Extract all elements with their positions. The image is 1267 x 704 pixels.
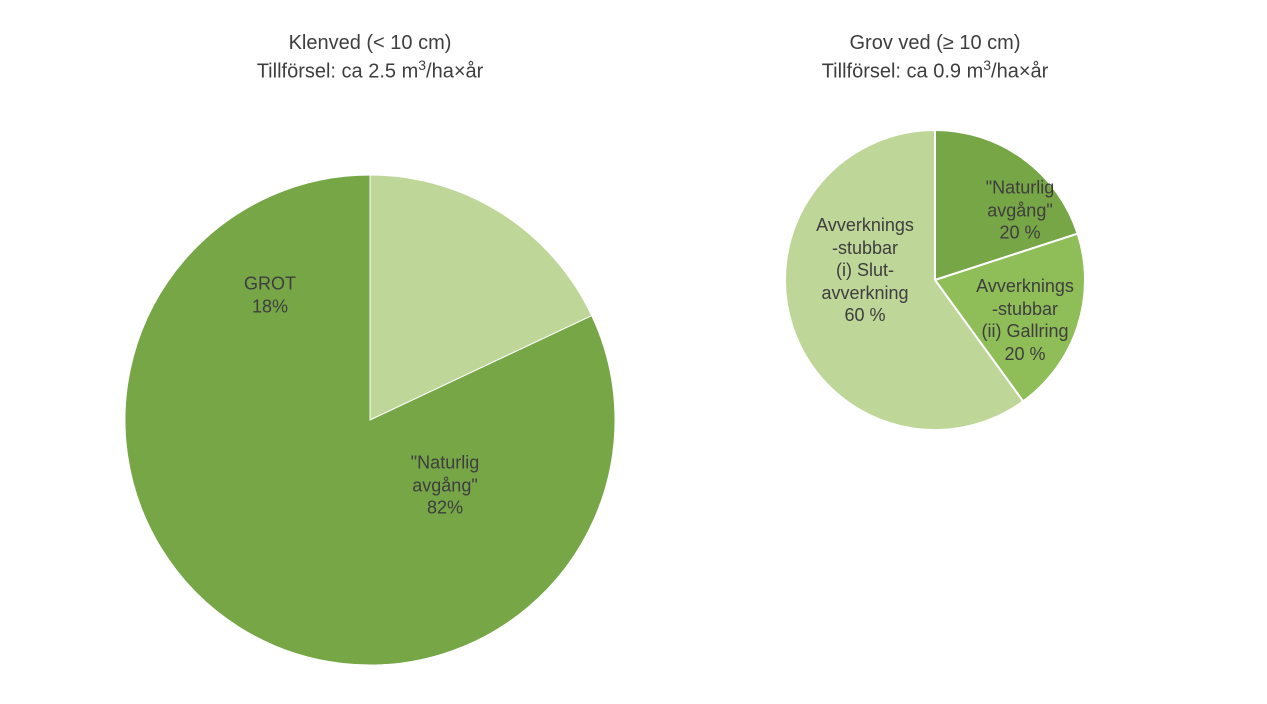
- chart-0-pie: [123, 173, 617, 667]
- chart-0-title-line1: Klenved (< 10 cm): [170, 30, 570, 56]
- chart-0-title: Klenved (< 10 cm)Tillförsel: ca 2.5 m3/h…: [170, 30, 570, 85]
- chart-0-title-line2: Tillförsel: ca 2.5 m3/ha×år: [170, 56, 570, 85]
- chart-1-pie: [783, 128, 1087, 432]
- chart-1-title: Grov ved (≥ 10 cm)Tillförsel: ca 0.9 m3/…: [735, 30, 1135, 85]
- chart-0-title-line2-post: /ha×år: [426, 61, 483, 83]
- chart-1-title-line2-post: /ha×år: [991, 61, 1048, 83]
- chart-1-title-line1: Grov ved (≥ 10 cm): [735, 30, 1135, 56]
- chart-1-title-line2-pre: Tillförsel: ca 0.9 m: [822, 61, 984, 83]
- chart-1-title-line2: Tillförsel: ca 0.9 m3/ha×år: [735, 56, 1135, 85]
- chart-0-title-line2-pre: Tillförsel: ca 2.5 m: [257, 61, 419, 83]
- chart-1-title-text: Grov ved (≥ 10 cm)Tillförsel: ca 0.9 m3/…: [735, 30, 1135, 85]
- chart-1-title-line2-sup: 3: [983, 57, 991, 73]
- chart-0-title-line2-sup: 3: [418, 57, 426, 73]
- chart-0-title-text: Klenved (< 10 cm)Tillförsel: ca 2.5 m3/h…: [170, 30, 570, 85]
